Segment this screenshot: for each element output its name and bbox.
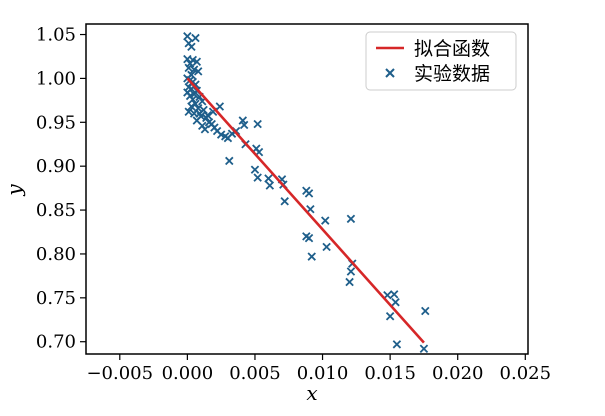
y-tick-label: 1.00: [36, 68, 76, 89]
x-tick-label: 0.025: [500, 363, 552, 384]
data-point-marker: [215, 102, 225, 111]
data-point-marker: [187, 102, 196, 111]
x-tick-label: 0.020: [432, 363, 484, 384]
data-point-marker: [322, 242, 331, 252]
data-point-marker: [253, 173, 262, 182]
y-tick-label: 0.95: [36, 112, 76, 133]
legend-marker-swatch: [385, 68, 395, 78]
data-point-marker: [321, 216, 330, 225]
plot-frame: [85, 23, 529, 355]
data-point-marker: [191, 99, 200, 109]
y-tick-label: 0.70: [36, 332, 76, 353]
legend: 拟合函数 实验数据: [365, 31, 517, 91]
data-point-marker: [265, 181, 275, 190]
data-point-marker: [192, 57, 202, 66]
x-tick-label: 0.015: [364, 363, 416, 384]
data-point-marker: [203, 111, 212, 120]
data-point-marker: [193, 67, 203, 76]
x-axis-ticks: −0.005 0.000 0.005 0.010 0.015 0.020 0.025: [86, 354, 551, 384]
data-point-marker: [385, 312, 395, 321]
y-tick-label: 0.80: [36, 244, 76, 265]
y-axis-ticks: 0.70 0.75 0.80 0.85 0.90 0.95 1.00 1.05: [36, 25, 86, 353]
y-tick-label: 0.85: [36, 200, 76, 221]
data-point-marker: [188, 95, 198, 104]
data-point-marker: [345, 277, 354, 287]
data-point-marker: [200, 125, 210, 134]
data-point-marker: [195, 109, 204, 118]
y-tick-label: 0.90: [36, 156, 76, 177]
y-axis-label: y: [2, 184, 26, 197]
data-point-marker: [250, 165, 260, 174]
data-point-marker: [307, 252, 316, 261]
x-tick-label: −0.005: [86, 363, 153, 384]
data-point-marker: [392, 340, 402, 349]
legend-label-data: 实验数据: [414, 63, 490, 85]
plot-content: [183, 32, 430, 353]
data-point-marker: [187, 42, 196, 52]
y-tick-label: 1.05: [36, 25, 76, 46]
y-tick-label: 0.75: [36, 288, 76, 309]
data-point-marker: [239, 120, 249, 130]
x-axis-label: x: [306, 381, 317, 405]
data-point-marker: [389, 290, 399, 299]
x-tick-label: 0.005: [229, 363, 281, 384]
data-point-marker: [253, 119, 262, 129]
data-point-marker: [225, 156, 234, 166]
data-point-marker: [280, 197, 289, 206]
data-point-marker: [304, 189, 314, 198]
fit-line: [186, 77, 425, 344]
data-point-marker: [304, 233, 314, 243]
data-point-marker: [346, 214, 356, 224]
x-tick-label: 0.000: [162, 363, 214, 384]
data-point-marker: [183, 32, 192, 41]
data-point-marker: [421, 306, 430, 316]
x-tick-label: 0.010: [297, 363, 349, 384]
legend-box: [365, 31, 517, 91]
data-point-marker: [391, 297, 400, 307]
data-point-marker: [346, 267, 356, 276]
legend-label-fit: 拟合函数: [414, 38, 490, 60]
data-point-marker: [264, 174, 273, 183]
data-point-marker: [191, 33, 200, 43]
data-point-marker: [419, 344, 429, 353]
